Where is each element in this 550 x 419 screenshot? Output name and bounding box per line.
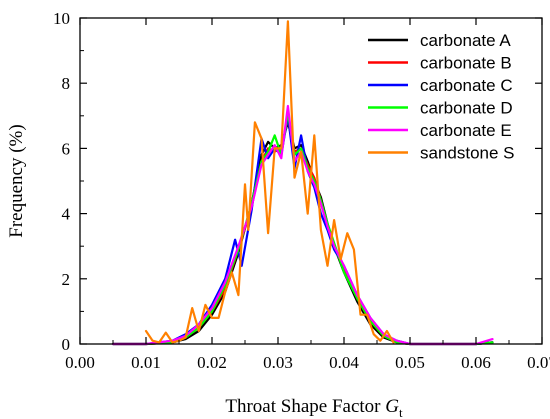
legend-label: carbonate C [420,76,513,95]
y-tick-label: 6 [62,139,71,158]
x-tick-label: 0.07 [527,353,550,372]
y-tick-label: 10 [53,9,70,28]
legend-label: carbonate D [420,99,513,118]
y-tick-label: 2 [62,270,71,289]
y-tick-label: 0 [62,335,71,354]
legend-label: carbonate E [420,121,512,140]
x-tick-label: 0.06 [461,353,491,372]
legend-label: carbonate A [420,31,511,50]
series-layer [111,20,494,346]
x-tick-label: 0.05 [395,353,425,372]
x-axis-label: Throat Shape Factor Gt [225,396,403,419]
y-axis-label: Frequency (%) [6,124,27,237]
y-tick-label: 8 [62,74,71,93]
x-tick-label: 0.04 [329,353,359,372]
x-tick-label: 0.01 [131,353,161,372]
x-tick-label: 0.03 [263,353,293,372]
legend-label: carbonate B [420,54,512,73]
legend-label: sandstone S [420,144,515,163]
y-tick-label: 4 [62,205,71,224]
ticks-layer: 0.00 0.01 0.02 0.03 0.04 0.05 0.06 0.07 0 2 4 6 8 10 [53,9,550,372]
x-tick-label: 0.02 [197,353,227,372]
x-tick-label: 0.00 [65,353,95,372]
series-line-sandstone-s [144,20,395,344]
legend: carbonate A carbonate B carbonate C carbona… [368,31,515,163]
